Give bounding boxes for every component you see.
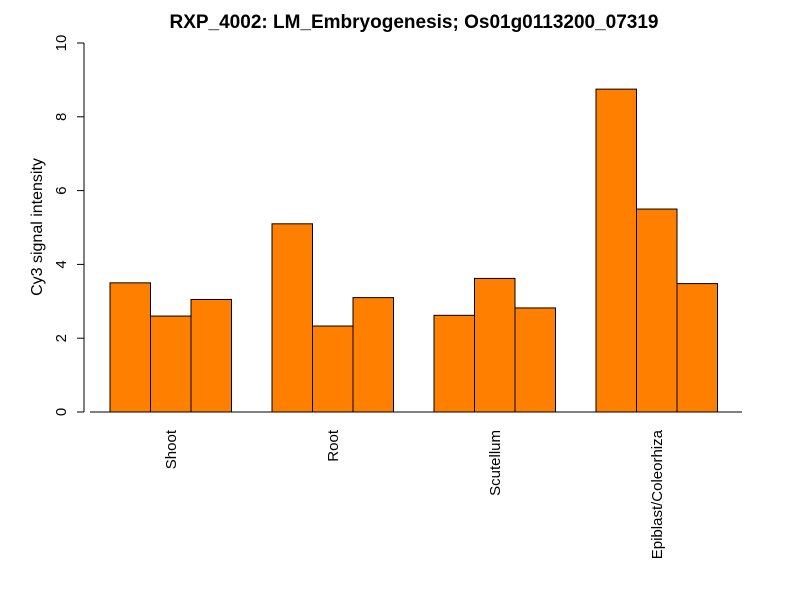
bar-scutellum-1 bbox=[433, 314, 475, 413]
bars-group bbox=[109, 88, 718, 413]
bar-epiblast-coleorhiza-2 bbox=[636, 208, 678, 413]
y-tick-label: 4 bbox=[53, 260, 70, 268]
bar-epiblast-coleorhiza-3 bbox=[676, 283, 718, 413]
bar-root-3 bbox=[352, 297, 394, 413]
bar-root-1 bbox=[271, 223, 313, 413]
y-tick-label: 6 bbox=[53, 186, 70, 194]
y-tick-label: 0 bbox=[53, 408, 70, 416]
chart-title: RXP_4002: LM_Embryogenesis; Os01g0113200… bbox=[169, 12, 658, 33]
bar-shoot-2 bbox=[150, 315, 192, 413]
y-tick-label: 8 bbox=[53, 113, 70, 121]
y-axis-label: Cy3 signal intensity bbox=[29, 158, 46, 296]
category-label: Shoot bbox=[163, 429, 180, 469]
bar-epiblast-coleorhiza-1 bbox=[595, 88, 637, 413]
bar-scutellum-2 bbox=[474, 277, 516, 413]
bar-scutellum-3 bbox=[514, 307, 556, 413]
category-label: Epiblast/Coleorhiza bbox=[649, 429, 666, 559]
y-axis: 0 2 4 6 8 10 bbox=[53, 35, 85, 416]
category-labels: Shoot Root Scutellum Epiblast/Coleorhiza bbox=[163, 429, 666, 559]
y-tick-label: 2 bbox=[53, 334, 70, 342]
bar-root-2 bbox=[312, 325, 354, 413]
category-label: Root bbox=[325, 429, 342, 462]
category-label: Scutellum bbox=[487, 430, 504, 496]
bar-shoot-3 bbox=[190, 298, 232, 413]
y-tick-label: 10 bbox=[53, 35, 70, 52]
bar-shoot-1 bbox=[109, 282, 151, 413]
